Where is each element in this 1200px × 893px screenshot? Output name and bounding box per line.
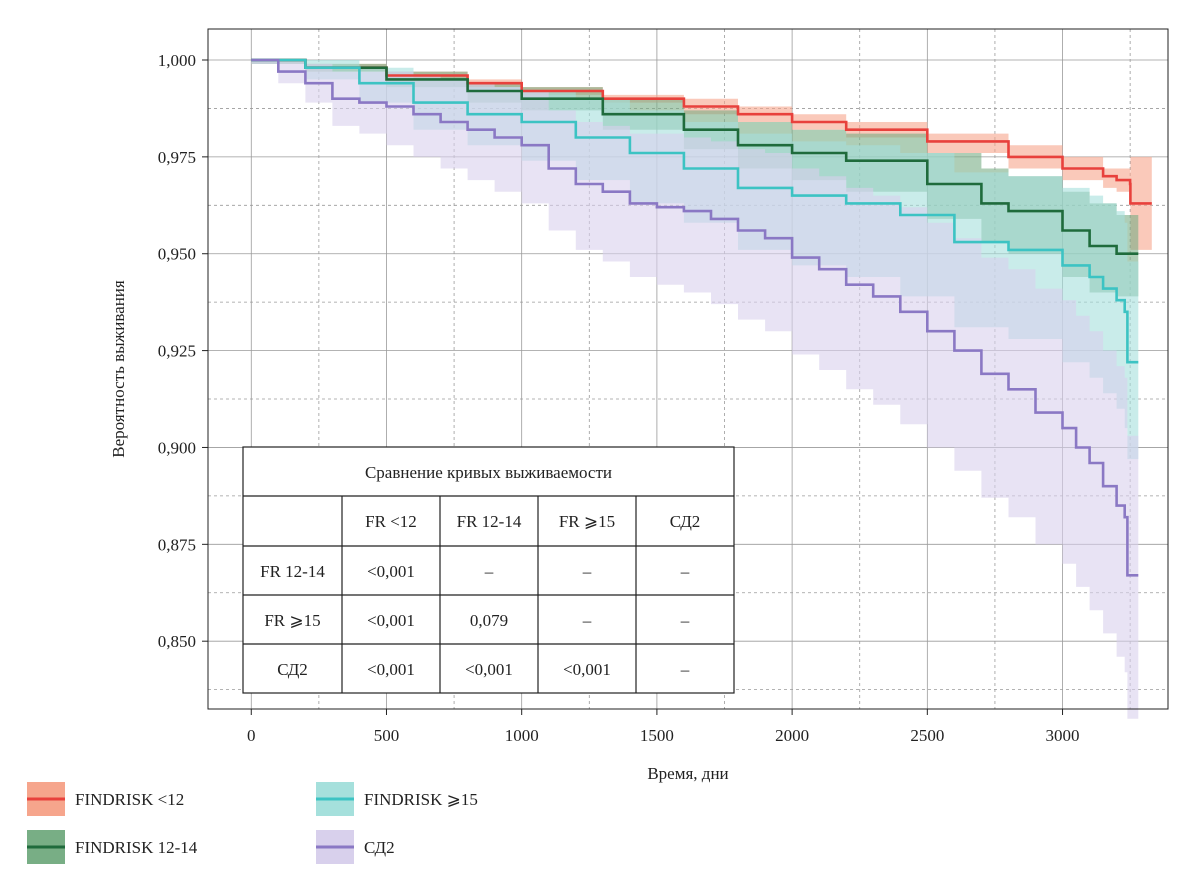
- legend-item-2: FINDRISK ⩾15: [316, 782, 478, 816]
- x-axis-label: Время, дни: [647, 764, 728, 783]
- y-tick-label: 0,850: [158, 632, 196, 651]
- survival-line-1: [251, 58, 1139, 255]
- table-row-header: FR ⩾15: [264, 611, 320, 630]
- legend-label: FINDRISK 12-14: [75, 838, 198, 857]
- table-title: Сравнение кривых выживаемости: [365, 463, 612, 482]
- table-header-cell: FR <12: [365, 512, 417, 531]
- table-header-cell: FR ⩾15: [559, 512, 615, 531]
- table-frame: [242, 446, 735, 694]
- x-tick-label: 500: [374, 726, 400, 745]
- y-tick-label: 1,000: [158, 51, 196, 70]
- x-tick-label: 3000: [1046, 726, 1080, 745]
- y-tick-label: 0,950: [158, 245, 196, 264]
- legend-item-1: FINDRISK 12-14: [27, 830, 198, 864]
- comparison-table: Сравнение кривых выживаемости FR <12 FR 12…: [242, 446, 735, 694]
- survival-line-3: [251, 58, 1139, 577]
- y-tick-label: 0,975: [158, 148, 196, 167]
- x-tick-label: 0: [247, 726, 256, 745]
- table-cell: 0,079: [470, 611, 508, 630]
- table-cell: <0,001: [367, 611, 415, 630]
- legend: FINDRISK <12 FINDRISK 12-14 FINDRISK ⩾15 СД…: [27, 782, 478, 864]
- y-tick-label: 0,925: [158, 342, 196, 361]
- confidence-band-3: [251, 60, 1139, 719]
- table-cell: –: [680, 611, 690, 630]
- table-row-header: СД2: [277, 660, 308, 679]
- table-cell: –: [680, 660, 690, 679]
- table-cell: –: [582, 611, 592, 630]
- y-axis-label: Вероятность выживания: [109, 280, 128, 458]
- x-tick-label: 1500: [640, 726, 674, 745]
- legend-label: FINDRISK ⩾15: [364, 790, 478, 809]
- table-row-header: FR 12-14: [260, 562, 325, 581]
- y-tick-label: 0,875: [158, 535, 196, 554]
- survival-line-2: [251, 58, 1139, 364]
- axis-ticks: 0 500 1000 1500 2000 2500 3000 0,850 0,875 0,900 0…: [158, 51, 1080, 745]
- y-tick-label: 0,900: [158, 438, 196, 457]
- legend-item-3: СД2: [316, 830, 395, 864]
- plot-frame: [207, 28, 1169, 710]
- table-header-cell: FR 12-14: [457, 512, 522, 531]
- x-tick-label: 2000: [775, 726, 809, 745]
- legend-label: СД2: [364, 838, 395, 857]
- x-tick-label: 1000: [505, 726, 539, 745]
- table-cell: <0,001: [563, 660, 611, 679]
- legend-item-0: FINDRISK <12: [27, 782, 184, 816]
- table-cell: –: [484, 562, 494, 581]
- table-cell: <0,001: [367, 660, 415, 679]
- table-cell: <0,001: [367, 562, 415, 581]
- survival-lines: [251, 58, 1152, 577]
- table-cell: –: [582, 562, 592, 581]
- legend-label: FINDRISK <12: [75, 790, 184, 809]
- table-header-cell: СД2: [670, 512, 701, 531]
- table-cell: –: [680, 562, 690, 581]
- x-tick-label: 2500: [910, 726, 944, 745]
- table-cell: <0,001: [465, 660, 513, 679]
